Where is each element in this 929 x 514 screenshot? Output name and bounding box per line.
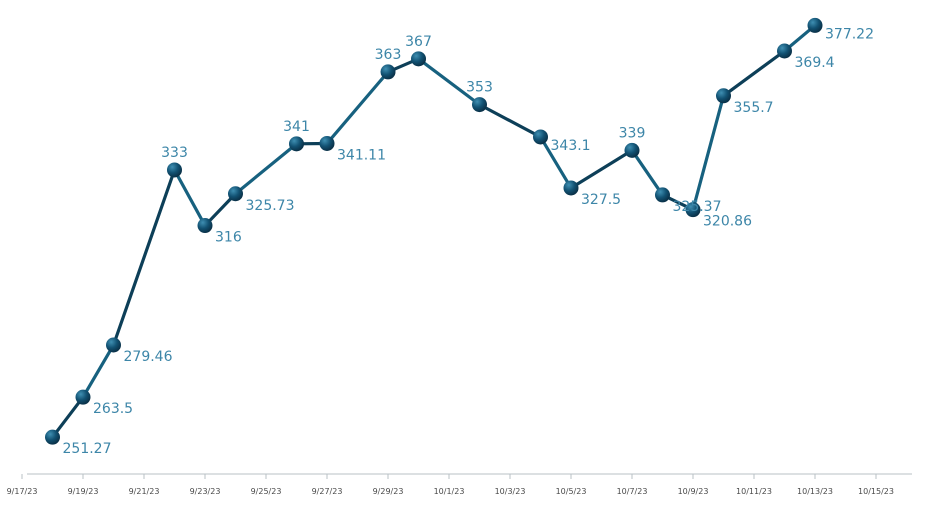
data-point-marker — [75, 389, 91, 405]
data-label: 251.27 — [63, 441, 112, 457]
data-point-marker — [411, 51, 426, 67]
data-label: 353 — [466, 80, 493, 96]
data-label: 363 — [375, 47, 402, 63]
data-point-marker — [655, 187, 670, 203]
x-tick-label: 9/19/23 — [68, 487, 99, 496]
x-tick-label: 10/1/23 — [434, 487, 465, 496]
series-line-segment — [172, 168, 207, 228]
series-line-segment — [630, 148, 665, 197]
data-point-marker — [685, 202, 701, 218]
data-point-marker — [716, 88, 731, 104]
series-line-segment — [325, 70, 390, 146]
data-label: 355.7 — [734, 100, 774, 116]
x-tick-label: 10/15/23 — [858, 487, 894, 496]
series-line-segment — [691, 94, 726, 212]
x-tick-label: 10/9/23 — [678, 487, 709, 496]
data-point-marker — [167, 162, 182, 178]
series-line-segment — [233, 142, 299, 196]
data-label: 325.73 — [246, 198, 295, 214]
series-line-segment — [111, 168, 177, 347]
series-line — [50, 23, 817, 439]
x-tick-label: 9/23/23 — [190, 487, 221, 496]
data-point-marker — [777, 43, 792, 59]
x-tick-label: 9/21/23 — [129, 487, 160, 496]
series-line-segment — [477, 103, 543, 139]
data-point-marker — [380, 64, 396, 80]
series-line-segment — [721, 49, 787, 98]
series-line-segment — [416, 57, 482, 107]
series-line-segment — [538, 135, 573, 190]
series-line-segment — [50, 395, 85, 439]
data-label: 369.4 — [795, 55, 835, 71]
data-point-marker — [533, 129, 548, 145]
data-point-marker — [563, 180, 579, 196]
data-label: 279.46 — [124, 349, 173, 365]
data-point-marker — [624, 142, 640, 158]
data-label: 341 — [283, 119, 310, 135]
data-label: 339 — [619, 125, 646, 141]
data-label: 316 — [215, 230, 242, 246]
data-label: 377.22 — [825, 26, 874, 42]
data-point-marker — [45, 429, 60, 445]
data-label: 327.5 — [581, 192, 621, 208]
x-tick-label: 9/17/23 — [7, 487, 38, 496]
data-point-marker — [289, 136, 304, 152]
data-point-marker — [319, 135, 335, 151]
data-label: 333 — [161, 145, 188, 161]
data-point-marker — [472, 97, 487, 113]
x-tick-label: 9/29/23 — [373, 487, 404, 496]
x-tick-label: 9/27/23 — [312, 487, 343, 496]
data-point-marker — [807, 17, 823, 33]
x-tick-label: 10/5/23 — [556, 487, 587, 496]
x-tick-label: 10/11/23 — [736, 487, 772, 496]
data-label: 320.86 — [703, 214, 752, 230]
data-point-marker — [106, 337, 121, 353]
data-label: 263.5 — [93, 401, 133, 417]
x-tick-label: 10/3/23 — [495, 487, 526, 496]
data-label: 341.11 — [337, 147, 386, 163]
x-tick-label: 10/13/23 — [797, 487, 833, 496]
series-markers — [45, 17, 823, 445]
x-tick-label: 10/7/23 — [617, 487, 648, 496]
data-label: 325.37 — [673, 199, 722, 215]
data-point-marker — [228, 186, 243, 202]
data-point-marker — [197, 218, 213, 234]
data-label: 343.1 — [551, 138, 591, 154]
x-axis-ticks: 9/17/23 9/19/23 9/21/23 9/23/23 9/25/23 9/27/… — [7, 474, 894, 496]
series-line-segment — [569, 148, 634, 190]
series-line-segment — [81, 343, 116, 399]
data-label: 367 — [405, 34, 432, 50]
x-tick-label: 9/25/23 — [251, 487, 282, 496]
